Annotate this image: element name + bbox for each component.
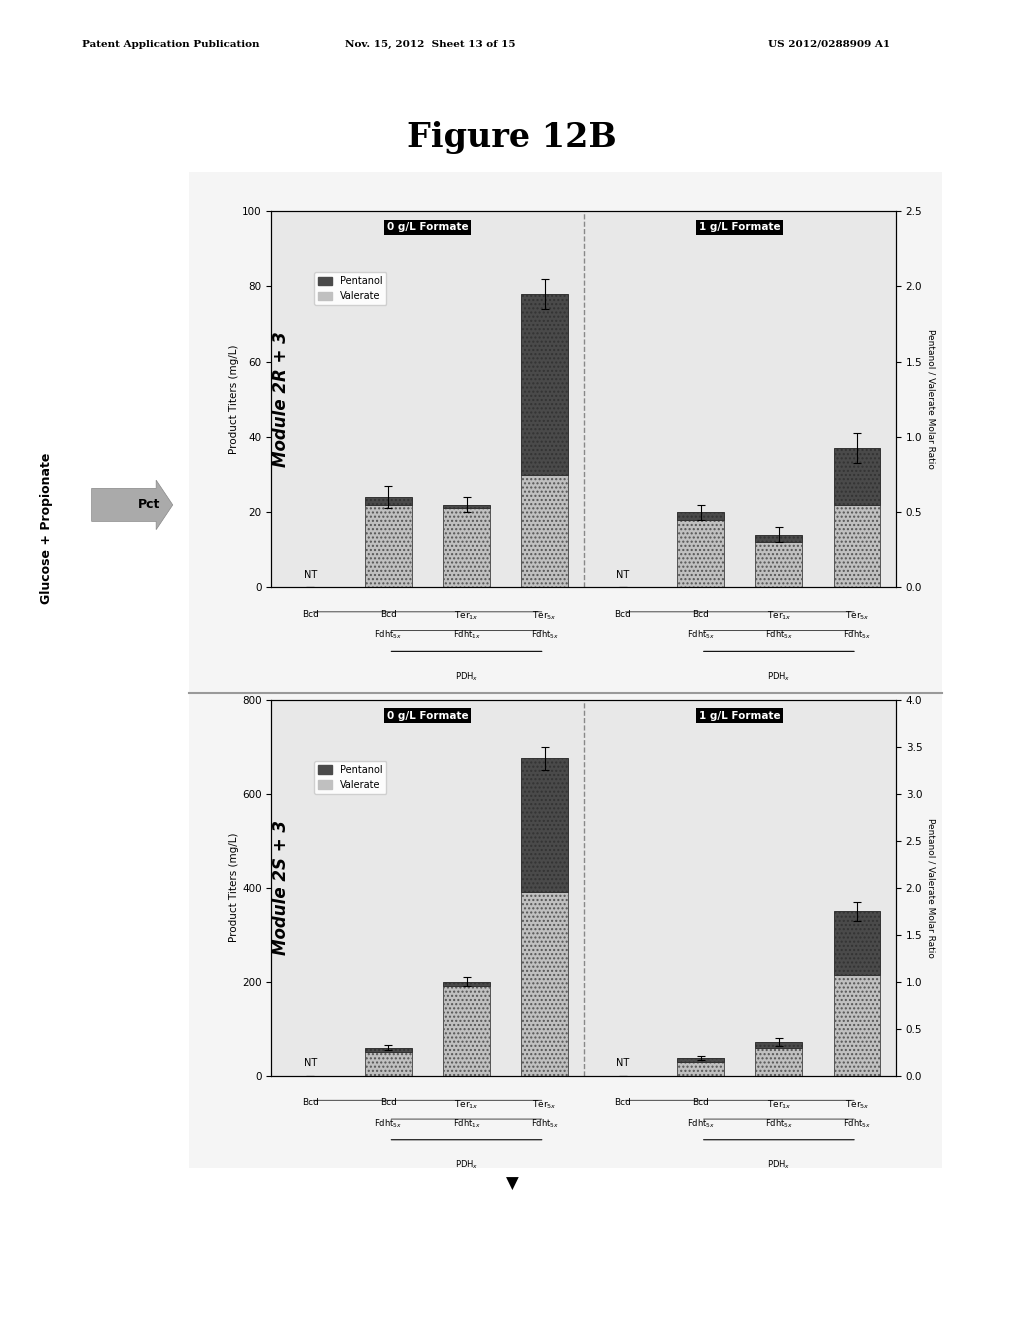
Bar [443,504,490,508]
Text: 1 g/L Formate: 1 g/L Formate [699,223,780,232]
Text: Patent Application Publication: Patent Application Publication [82,40,259,49]
Text: Fdht$_{1x}$: Fdht$_{1x}$ [453,1117,480,1130]
Text: Glucose + Propionate: Glucose + Propionate [40,453,52,603]
Text: Bcd: Bcd [692,610,710,619]
Text: Bcd: Bcd [380,1098,397,1107]
Text: Module 2R + 3: Module 2R + 3 [271,331,290,467]
Bar [834,449,881,504]
Text: 0 g/L Formate: 0 g/L Formate [387,223,468,232]
Text: Bcd: Bcd [302,610,318,619]
Text: Ter$_{1x}$: Ter$_{1x}$ [767,610,792,623]
Text: Ter$_{5x}$: Ter$_{5x}$ [532,1098,557,1111]
FancyArrow shape [92,480,173,529]
Text: NT: NT [304,570,317,579]
Text: Ter$_{5x}$: Ter$_{5x}$ [532,610,557,623]
Text: PDH$_x$: PDH$_x$ [767,1159,791,1171]
Text: Fdht$_{5x}$: Fdht$_{5x}$ [375,628,402,642]
Text: Ter$_{5x}$: Ter$_{5x}$ [845,1098,869,1111]
Legend: Pentanol, Valerate: Pentanol, Valerate [313,272,386,305]
Text: Fdht$_{5x}$: Fdht$_{5x}$ [765,1117,793,1130]
Text: PDH$_x$: PDH$_x$ [767,671,791,682]
Text: Fdht$_{5x}$: Fdht$_{5x}$ [530,628,559,642]
Text: PDH$_x$: PDH$_x$ [455,671,478,682]
Text: Bcd: Bcd [692,1098,710,1107]
Text: NT: NT [304,1059,317,1068]
Text: US 2012/0288909 A1: US 2012/0288909 A1 [768,40,890,49]
Text: Module 2S + 3: Module 2S + 3 [271,820,290,956]
Y-axis label: Pentanol / Valerate Molar Ratio: Pentanol / Valerate Molar Ratio [927,818,936,957]
Bar [521,759,568,892]
Bar [366,498,412,504]
Text: Fdht$_{5x}$: Fdht$_{5x}$ [843,628,871,642]
Bar [756,535,803,543]
Bar [443,508,490,587]
Bar [443,982,490,986]
Bar [521,294,568,474]
Text: Fdht$_{5x}$: Fdht$_{5x}$ [687,1117,715,1130]
Text: Fdht$_{5x}$: Fdht$_{5x}$ [687,628,715,642]
Text: Fdht$_{5x}$: Fdht$_{5x}$ [375,1117,402,1130]
Text: Bcd: Bcd [614,610,631,619]
Bar [366,1052,412,1076]
Bar [756,1048,803,1076]
Text: NT: NT [616,570,630,579]
Text: Bcd: Bcd [302,1098,318,1107]
FancyBboxPatch shape [178,158,952,1183]
Text: Pct: Pct [138,498,161,511]
Bar [834,911,881,974]
Text: ▼: ▼ [506,1175,518,1193]
Text: Fdht$_{1x}$: Fdht$_{1x}$ [453,628,480,642]
Bar [366,504,412,587]
Bar [756,1041,803,1048]
Text: Bcd: Bcd [614,1098,631,1107]
Bar [678,1061,724,1076]
Bar [678,520,724,587]
Text: Fdht$_{5x}$: Fdht$_{5x}$ [843,1117,871,1130]
Text: NT: NT [616,1059,630,1068]
Text: Ter$_{1x}$: Ter$_{1x}$ [767,1098,792,1111]
Text: Bcd: Bcd [380,610,397,619]
Bar [521,892,568,1076]
Text: Fdht$_{5x}$: Fdht$_{5x}$ [765,628,793,642]
Text: 0 g/L Formate: 0 g/L Formate [387,711,468,721]
Text: Figure 12B: Figure 12B [408,121,616,154]
Text: 1 g/L Formate: 1 g/L Formate [699,711,780,721]
Bar [678,1057,724,1061]
Text: Ter$_{1x}$: Ter$_{1x}$ [455,610,479,623]
Y-axis label: Pentanol / Valerate Molar Ratio: Pentanol / Valerate Molar Ratio [927,330,936,469]
Y-axis label: Product Titers (mg/L): Product Titers (mg/L) [229,833,240,942]
Text: PDH$_x$: PDH$_x$ [455,1159,478,1171]
Bar [756,543,803,587]
Text: Fdht$_{5x}$: Fdht$_{5x}$ [530,1117,559,1130]
Bar [834,974,881,1076]
Legend: Pentanol, Valerate: Pentanol, Valerate [313,760,386,793]
Bar [834,504,881,587]
Y-axis label: Product Titers (mg/L): Product Titers (mg/L) [229,345,240,454]
Bar [443,986,490,1076]
Bar [366,1048,412,1052]
Bar [678,512,724,520]
Text: Ter$_{5x}$: Ter$_{5x}$ [845,610,869,623]
Bar [521,474,568,587]
Text: Ter$_{1x}$: Ter$_{1x}$ [455,1098,479,1111]
Text: Nov. 15, 2012  Sheet 13 of 15: Nov. 15, 2012 Sheet 13 of 15 [345,40,515,49]
